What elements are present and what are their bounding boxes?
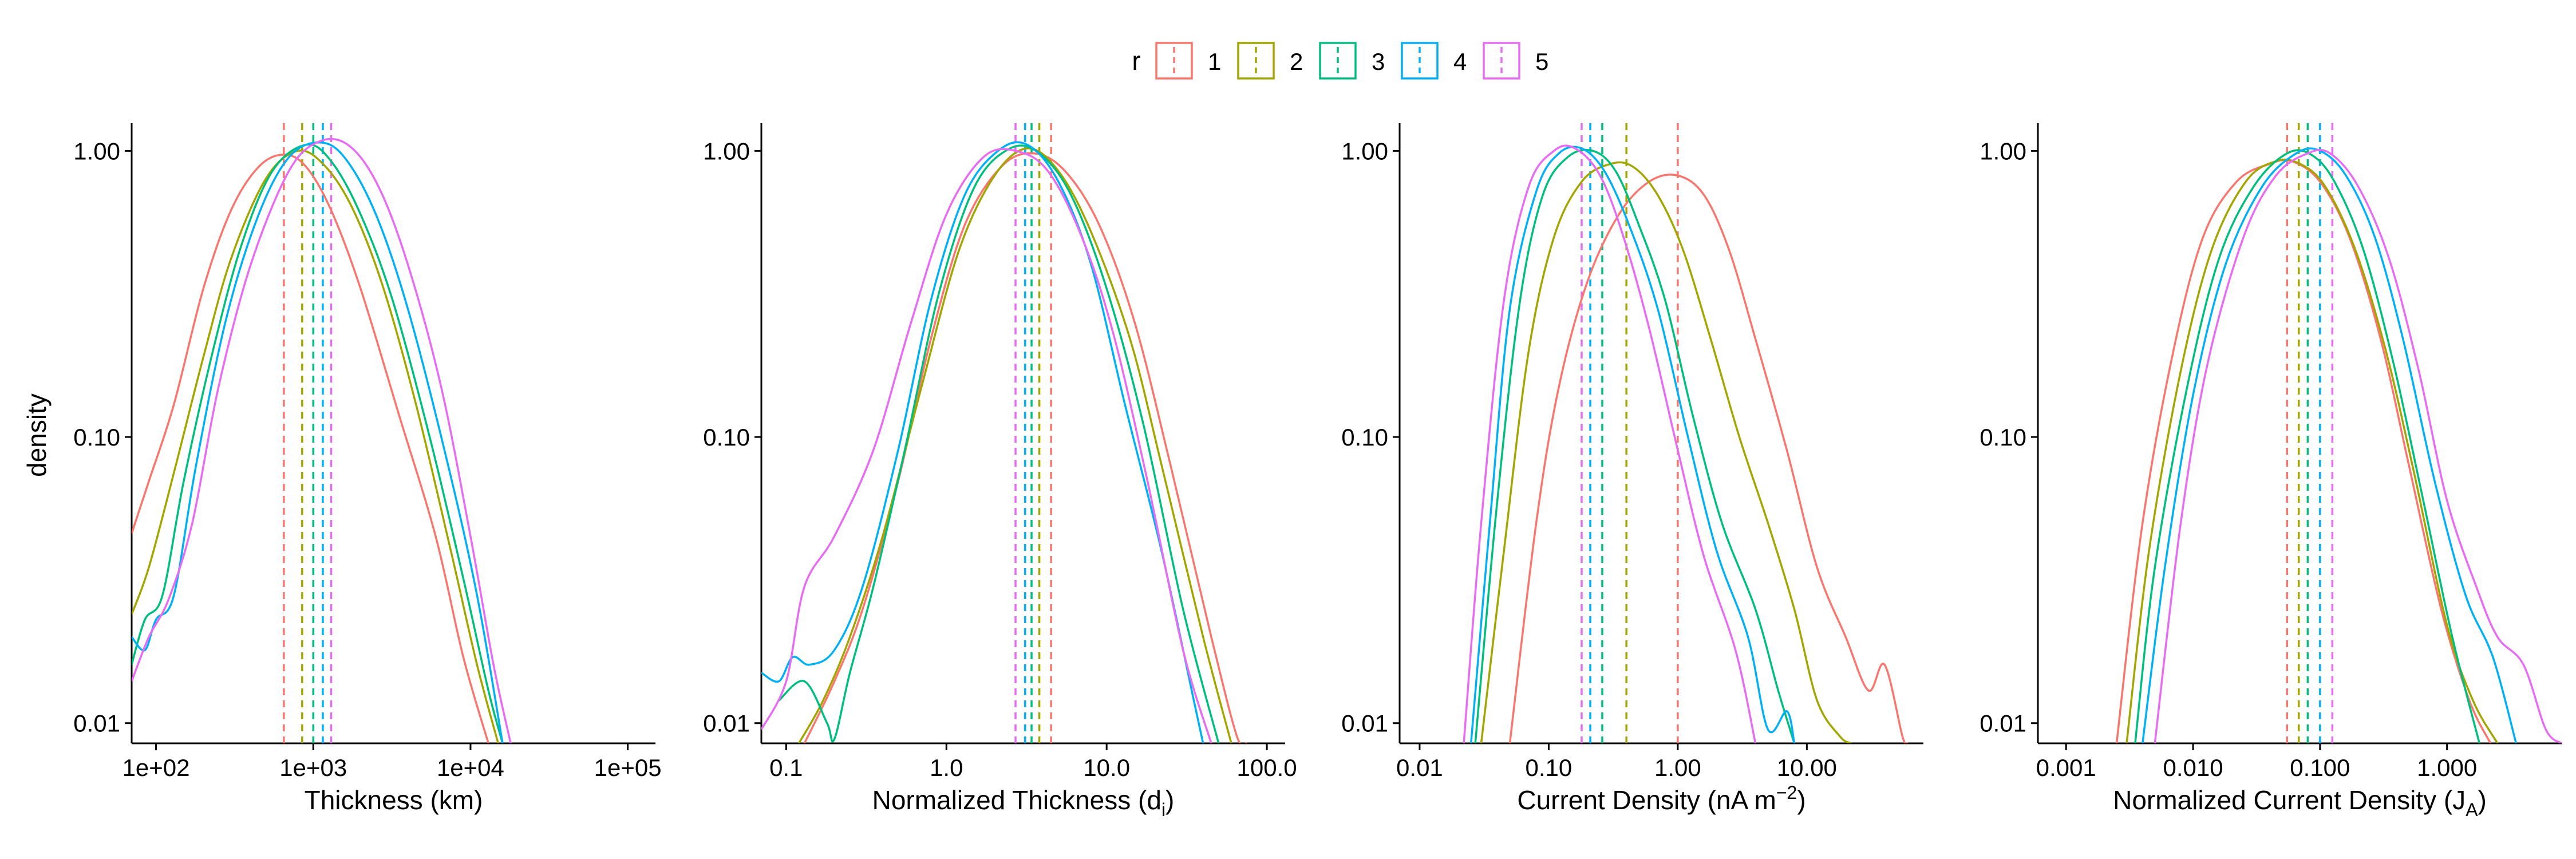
density-line-r1: [1508, 174, 1909, 743]
legend-key: [1155, 42, 1193, 80]
legend-item-r4: 4: [1401, 42, 1467, 80]
legend-key: [1483, 42, 1520, 80]
y-tick-label: 0.10: [1341, 424, 1388, 451]
x-tick-label: 1.0: [930, 754, 963, 781]
density-line-r3: [132, 143, 504, 743]
x-tick-label: 100.0: [1237, 754, 1297, 781]
density-line-r2: [2125, 159, 2499, 743]
density-line-r5: [1463, 144, 1757, 743]
x-tick-label: 1.000: [2417, 754, 2477, 781]
panel-4: 0.01 0.10 1.00 0.001 0.010 0.100 1.000 Normaliz…: [1980, 123, 2562, 820]
x-axis-label: Normalized Current Density (JA): [2113, 785, 2487, 820]
x-tick-label: 1e+04: [437, 754, 504, 781]
y-tick-label: 0.10: [1980, 424, 2026, 451]
legend-item-r2: 2: [1237, 42, 1303, 80]
panel-1: 0.01 0.10 1.00 1e+02 1e+03 1e+04 1e+05 Thicknes…: [73, 123, 662, 815]
y-tick-label: 0.01: [1341, 710, 1388, 737]
density-line-r5: [2154, 149, 2562, 743]
panel-2: 0.01 0.10 1.00 0.1 1.0 10.0 100.0 Normalized Th…: [703, 123, 1297, 820]
density-line-r4: [132, 141, 504, 743]
legend-key: [1237, 42, 1275, 80]
density-line-r5: [761, 148, 1212, 743]
density-line-r2: [132, 149, 499, 743]
x-tick-label: 1e+02: [123, 754, 190, 781]
x-tick-label: 10.0: [1083, 754, 1130, 781]
legend-label: 2: [1290, 48, 1303, 75]
legend-label: 3: [1372, 48, 1385, 75]
y-tick-label: 1.00: [1341, 137, 1388, 164]
legend-item-r3: 3: [1319, 42, 1385, 80]
x-tick-label: 0.001: [2036, 754, 2096, 781]
legend-item-r5: 5: [1483, 42, 1548, 80]
density-line-r3: [2134, 149, 2480, 743]
x-tick-label: 1e+03: [279, 754, 347, 781]
legend-key: [1401, 42, 1439, 80]
x-tick-label: 0.010: [2163, 754, 2223, 781]
y-axis-label: density: [22, 393, 52, 477]
x-axis-label: Normalized Thickness (di): [872, 785, 1175, 820]
x-axis-label: Thickness (km): [305, 785, 483, 815]
legend-key: [1319, 42, 1357, 80]
density-line-r4: [2142, 147, 2518, 743]
density-line-r5: [132, 137, 512, 743]
y-tick-label: 1.00: [1980, 137, 2026, 164]
density-line-r1: [2115, 159, 2492, 743]
density-line-r4: [761, 141, 1204, 743]
density-line-r4: [1469, 145, 1796, 743]
y-tick-label: 0.01: [1980, 710, 2026, 737]
density-line-r3: [778, 144, 1220, 743]
density-line-r1: [803, 152, 1248, 743]
x-tick-label: 0.100: [2290, 754, 2350, 781]
legend: r 1 2 3 4 5: [1132, 42, 1548, 80]
x-tick-label: 1e+05: [594, 754, 662, 781]
x-tick-label: 0.1: [769, 754, 803, 781]
legend-label: 4: [1453, 48, 1467, 75]
legend-item-r1: 1: [1155, 42, 1221, 80]
density-line-r1: [132, 153, 489, 743]
y-tick-label: 0.01: [73, 710, 120, 737]
y-tick-label: 0.10: [73, 424, 120, 451]
density-line-r3: [1474, 148, 1796, 743]
y-tick-label: 0.10: [703, 424, 750, 451]
density-line-r2: [1480, 161, 1852, 743]
legend-title: r: [1132, 46, 1140, 76]
y-tick-label: 1.00: [703, 137, 750, 164]
chart-panels: 0.01 0.10 1.00 1e+02 1e+03 1e+04 1e+05 Thicknes…: [73, 123, 2562, 820]
y-tick-label: 0.01: [703, 710, 750, 737]
x-axis-label: Current Density (nA m−2): [1517, 782, 1805, 815]
x-tick-label: 0.10: [1526, 754, 1573, 781]
x-tick-label: 0.01: [1396, 754, 1443, 781]
x-tick-label: 10.00: [1777, 754, 1837, 781]
legend-label: 1: [1208, 48, 1221, 75]
y-tick-label: 1.00: [73, 137, 120, 164]
legend-label: 5: [1535, 48, 1548, 75]
x-tick-label: 1.00: [1654, 754, 1701, 781]
